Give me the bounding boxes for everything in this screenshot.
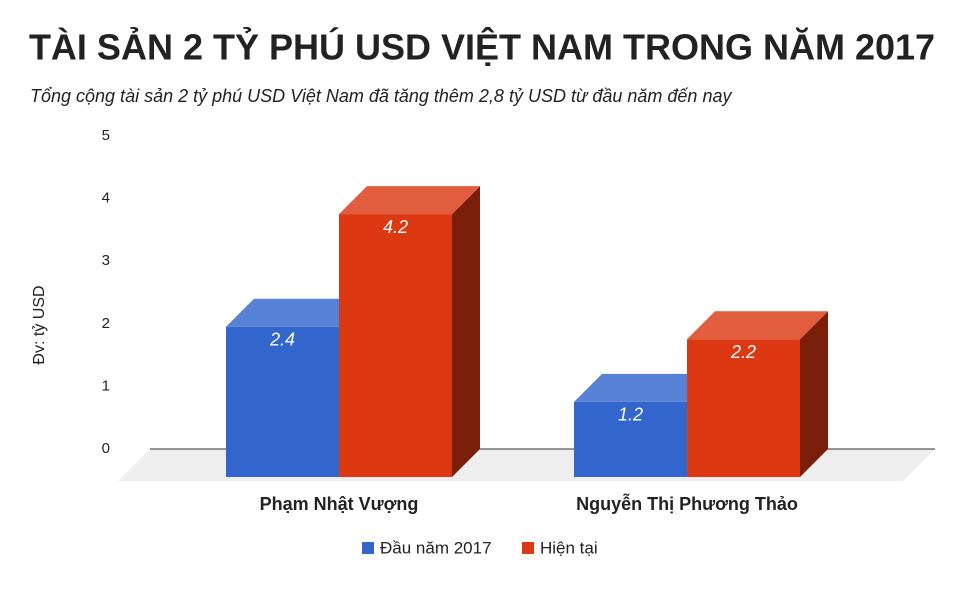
y-tick-label: 5 <box>102 127 110 144</box>
chart-title: TÀI SẢN 2 TỶ PHÚ USD VIỆT NAM TRONG NĂM … <box>29 26 935 68</box>
bar <box>226 326 339 477</box>
y-tick-label: 2 <box>102 315 110 332</box>
bar-top <box>226 298 367 327</box>
y-tick-label: 3 <box>102 252 110 269</box>
x-tick-label: Nguyễn Thị Phương Thảo <box>576 493 798 514</box>
x-tick-label: Phạm Nhật Vượng <box>260 494 419 514</box>
y-tick-label: 1 <box>102 377 110 394</box>
legend-swatch <box>362 542 374 554</box>
y-axis-label: Đv: tỷ USD <box>31 285 48 364</box>
value-label: 1.2 <box>618 405 643 425</box>
y-tick-label: 4 <box>102 190 110 207</box>
chart-subtitle: Tổng cộng tài sản 2 tỷ phú USD Việt Nam … <box>30 86 732 106</box>
bar-top <box>574 373 715 402</box>
value-label: 2.4 <box>269 330 295 350</box>
bar-top <box>339 186 480 215</box>
legend-swatch <box>522 542 534 554</box>
bar-side <box>452 186 480 477</box>
bar <box>687 339 800 477</box>
bar <box>339 214 452 477</box>
bar-side <box>800 311 828 477</box>
legend-label: Đầu năm 2017 <box>380 538 492 557</box>
value-label: 2.2 <box>730 342 756 362</box>
legend-label: Hiện tại <box>540 538 598 557</box>
bar <box>574 401 687 477</box>
value-label: 4.2 <box>383 217 408 237</box>
y-tick-label: 0 <box>102 440 110 457</box>
bar-top <box>687 311 828 340</box>
